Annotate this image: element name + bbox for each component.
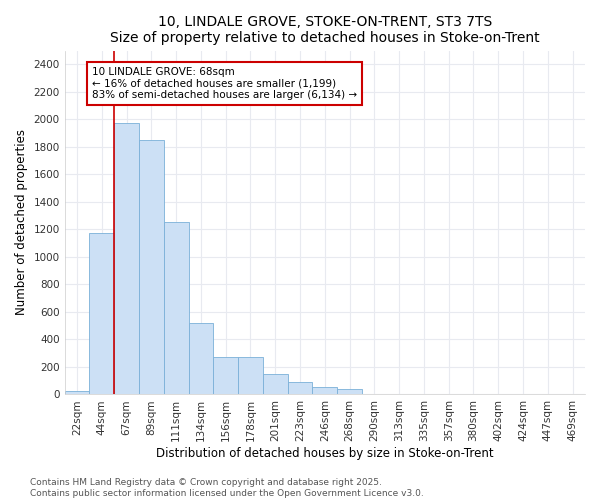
Bar [287, 382, 313, 394]
Title: 10, LINDALE GROVE, STOKE-ON-TRENT, ST3 7TS
Size of property relative to detached: 10, LINDALE GROVE, STOKE-ON-TRENT, ST3 7… [110, 15, 539, 45]
Bar [313, 387, 337, 394]
Y-axis label: Number of detached properties: Number of detached properties [15, 130, 28, 316]
Bar [139, 140, 164, 394]
Bar [188, 323, 214, 394]
Bar [164, 222, 188, 394]
Text: Contains HM Land Registry data © Crown copyright and database right 2025.
Contai: Contains HM Land Registry data © Crown c… [30, 478, 424, 498]
X-axis label: Distribution of detached houses by size in Stoke-on-Trent: Distribution of detached houses by size … [156, 447, 494, 460]
Bar [114, 123, 139, 394]
Bar [214, 356, 238, 395]
Text: 10 LINDALE GROVE: 68sqm
← 16% of detached houses are smaller (1,199)
83% of semi: 10 LINDALE GROVE: 68sqm ← 16% of detache… [92, 67, 357, 100]
Bar [89, 233, 114, 394]
Bar [337, 389, 362, 394]
Bar [263, 374, 287, 394]
Bar [65, 391, 89, 394]
Bar [238, 356, 263, 395]
